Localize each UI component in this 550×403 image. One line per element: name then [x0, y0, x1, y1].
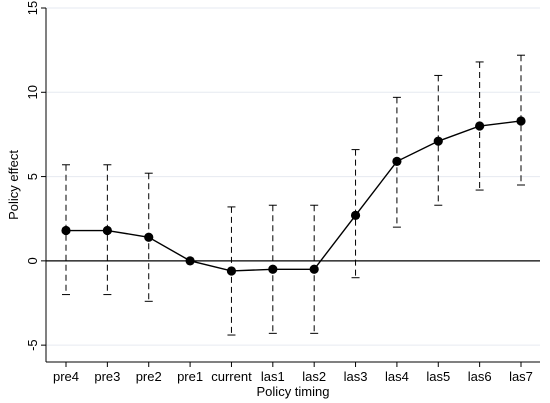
data-point-las7: [516, 116, 526, 126]
series-line: [66, 120, 522, 272]
data-point-las1: [268, 264, 278, 274]
data-point-pre2: [144, 232, 154, 242]
y-tick-label: -5: [25, 339, 40, 351]
x-tick-label: pre3: [94, 369, 120, 384]
tick-labels: -5 0 5 10 15 pre4 pre3 pre2 pre1 current las1 las2 l…: [25, 1, 533, 384]
data-point-las6: [475, 121, 485, 131]
data-point-las4: [392, 156, 402, 166]
data-point-las2: [309, 264, 319, 274]
series-line-0: [66, 120, 522, 272]
x-tick-label: las7: [509, 369, 533, 384]
x-tick-label: las5: [426, 369, 450, 384]
y-tick-label: 5: [25, 173, 40, 180]
grid-lines: [46, 7, 540, 346]
x-tick-label: current: [211, 369, 252, 384]
x-tick-label: las6: [468, 369, 492, 384]
data-point-pre1: [185, 256, 195, 266]
x-tick-label: las4: [385, 369, 409, 384]
data-point-pre4: [61, 225, 71, 236]
x-tick-label: las3: [344, 369, 368, 384]
y-tick-label: 0: [25, 257, 40, 264]
x-tick-label: las1: [261, 369, 285, 384]
x-tick-label: pre2: [136, 369, 162, 384]
y-tick-label: 15: [25, 1, 40, 15]
confidence-intervals: [62, 54, 525, 336]
x-tick-label: las2: [302, 369, 326, 384]
x-tick-label: pre1: [177, 369, 203, 384]
data-point-las3: [350, 210, 361, 220]
data-point-current: [226, 266, 237, 276]
data-point-las5: [433, 136, 443, 146]
y-tick-label: 10: [25, 85, 40, 99]
x-tick-label: pre4: [53, 369, 79, 384]
data-point-pre3: [102, 225, 112, 236]
y-axis-label: Policy effect: [6, 150, 21, 220]
axes: [41, 7, 540, 367]
x-axis-label: Policy timing: [257, 384, 330, 399]
data-points: [61, 116, 526, 276]
